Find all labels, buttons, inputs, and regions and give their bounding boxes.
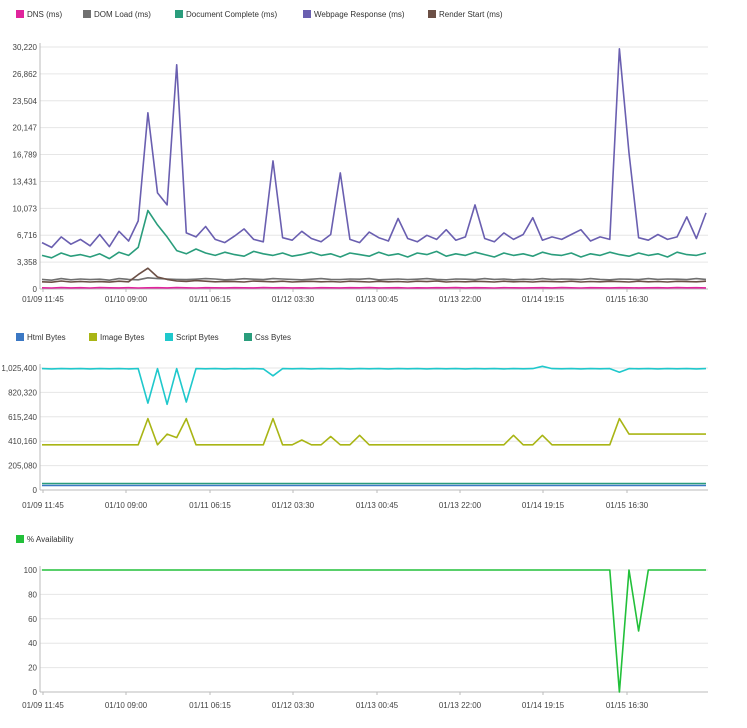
y-tick-label: 20 — [28, 664, 37, 673]
legend-label: DNS (ms) — [27, 10, 62, 19]
x-tick-label: 01/10 09:00 — [105, 295, 148, 304]
y-tick-label: 0 — [33, 285, 38, 294]
legend-item[interactable]: DOM Load (ms) — [83, 10, 151, 19]
legend-item[interactable]: Render Start (ms) — [428, 10, 503, 19]
chart-panel-1: DNS (ms) DOM Load (ms) Document Complete (… — [13, 10, 708, 304]
y-tick-label: 6,716 — [17, 231, 38, 240]
legend-label: Document Complete (ms) — [186, 10, 277, 19]
x-tick-label: 01/13 00:45 — [356, 295, 399, 304]
x-tick-label: 01/15 16:30 — [606, 295, 649, 304]
legend-label: Render Start (ms) — [439, 10, 503, 19]
x-tick-label: 01/14 19:15 — [522, 701, 565, 710]
chart-panel-2: Html Bytes Image Bytes Script Bytes Css Byt… — [1, 333, 708, 510]
legend-swatch — [165, 333, 173, 341]
y-tick-label: 205,080 — [8, 462, 37, 471]
y-tick-label: 30,220 — [13, 43, 38, 52]
x-tick-label: 01/12 03:30 — [272, 501, 315, 510]
x-tick-label: 01/10 09:00 — [105, 701, 148, 710]
legend-swatch — [244, 333, 252, 341]
x-tick-label: 01/12 03:30 — [272, 295, 315, 304]
x-tick-label: 01/13 00:45 — [356, 501, 399, 510]
y-tick-label: 615,240 — [8, 413, 37, 422]
legend-item[interactable]: Webpage Response (ms) — [303, 10, 405, 19]
y-tick-label: 26,862 — [13, 70, 38, 79]
y-tick-label: 0 — [33, 688, 38, 697]
legend-item[interactable]: Document Complete (ms) — [175, 10, 277, 19]
legend-swatch — [175, 10, 183, 18]
legend-item[interactable]: % Availability — [16, 535, 74, 544]
legend-swatch — [303, 10, 311, 18]
y-tick-label: 40 — [28, 639, 37, 648]
x-tick-label: 01/09 11:45 — [22, 501, 64, 510]
x-tick-label: 01/13 00:45 — [356, 701, 399, 710]
legend-swatch — [16, 333, 24, 341]
y-tick-label: 820,320 — [8, 388, 37, 397]
y-tick-label: 1,025,400 — [1, 364, 37, 373]
legend-swatch — [83, 10, 91, 18]
x-tick-label: 01/09 11:45 — [22, 701, 64, 710]
y-tick-label: 0 — [33, 486, 38, 495]
y-tick-label: 13,431 — [13, 177, 38, 186]
y-tick-label: 10,073 — [13, 204, 38, 213]
legend-label: Image Bytes — [100, 333, 144, 342]
y-tick-label: 3,358 — [17, 258, 38, 267]
series-line[interactable] — [41, 365, 707, 406]
y-tick-label: 20,147 — [13, 124, 38, 133]
x-tick-label: 01/11 06:15 — [189, 295, 231, 304]
legend-item[interactable]: Css Bytes — [244, 333, 291, 342]
x-tick-label: 01/14 19:15 — [522, 501, 565, 510]
series-line[interactable] — [42, 417, 706, 446]
series-line[interactable] — [41, 209, 707, 260]
legend-item[interactable]: Html Bytes — [16, 333, 66, 342]
legend-label: Webpage Response (ms) — [314, 10, 405, 19]
legend-swatch — [16, 535, 24, 543]
series-line[interactable] — [41, 276, 707, 282]
y-tick-label: 80 — [28, 590, 37, 599]
legend-item[interactable]: Script Bytes — [165, 333, 219, 342]
x-tick-label: 01/13 22:00 — [439, 501, 482, 510]
x-tick-label: 01/13 22:00 — [439, 701, 482, 710]
legend-label: % Availability — [27, 535, 74, 544]
y-tick-label: 100 — [24, 566, 38, 575]
legend-swatch — [428, 10, 436, 18]
x-tick-label: 01/15 16:30 — [606, 501, 649, 510]
x-tick-label: 01/11 06:15 — [189, 501, 231, 510]
series-line[interactable] — [41, 267, 707, 284]
series-line[interactable] — [41, 47, 707, 249]
series-line[interactable] — [42, 569, 706, 693]
legend-label: Css Bytes — [255, 333, 291, 342]
x-tick-label: 01/11 06:15 — [189, 701, 231, 710]
legend-label: DOM Load (ms) — [94, 10, 151, 19]
legend-item[interactable]: Image Bytes — [89, 333, 144, 342]
legend-swatch — [89, 333, 97, 341]
y-tick-label: 16,789 — [13, 151, 38, 160]
y-tick-label: 410,160 — [8, 437, 37, 446]
x-tick-label: 01/09 11:45 — [22, 295, 64, 304]
legend-swatch — [16, 10, 24, 18]
x-tick-label: 01/14 19:15 — [522, 295, 565, 304]
chart-panel-3: % Availability 0 20 40 60 80 100 01/09 11:45 01/… — [16, 535, 708, 710]
x-tick-label: 01/13 22:00 — [439, 295, 482, 304]
x-tick-label: 01/12 03:30 — [272, 701, 315, 710]
legend-item[interactable]: DNS (ms) — [16, 10, 62, 19]
legend-label: Html Bytes — [27, 333, 66, 342]
legend-label: Script Bytes — [176, 333, 219, 342]
x-tick-label: 01/10 09:00 — [105, 501, 148, 510]
y-tick-label: 60 — [28, 615, 37, 624]
x-tick-label: 01/15 16:30 — [606, 701, 649, 710]
y-tick-label: 23,504 — [13, 97, 38, 106]
